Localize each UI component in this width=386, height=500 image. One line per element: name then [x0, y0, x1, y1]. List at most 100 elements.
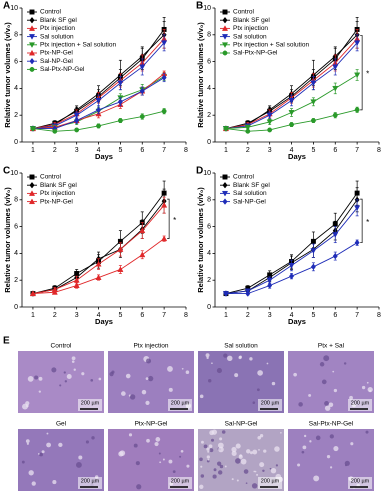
- marker: [354, 239, 360, 246]
- marker: [161, 201, 168, 208]
- marker: [28, 198, 36, 205]
- texture-spot: [90, 379, 94, 382]
- texture-spot: [200, 465, 203, 468]
- texture-spot: [257, 435, 262, 440]
- texture-spot: [71, 356, 76, 361]
- x-tick-label: 4: [97, 312, 101, 319]
- legend-entry: Sal-Ptx-NP-Gel: [220, 50, 278, 57]
- texture-spot: [238, 356, 242, 360]
- marker: [288, 98, 295, 104]
- texture-spot: [258, 449, 260, 451]
- texture-spot: [271, 381, 276, 386]
- legend-label: Ptx injection + Sal solution: [233, 42, 309, 49]
- y-tick-label: 0: [14, 304, 18, 311]
- legend-entry: Sal solution: [27, 33, 74, 40]
- texture-spot: [201, 440, 204, 444]
- marker: [51, 289, 58, 295]
- scale-bar-bg: [348, 399, 372, 411]
- texture-spot: [219, 437, 223, 441]
- texture-spot: [367, 386, 373, 393]
- legend-entry: Control: [220, 9, 255, 16]
- legend-entry: Ptx-NP-Gel: [27, 50, 73, 57]
- histology-image: 200 µm: [198, 429, 284, 491]
- histology-image: 200 µm: [108, 429, 194, 491]
- texture-spot: [219, 464, 224, 469]
- texture-spot: [199, 394, 204, 399]
- scale-bar-bg: [168, 477, 192, 489]
- x-tick-label: 7: [355, 312, 359, 319]
- texture-spot: [324, 401, 329, 406]
- texture-spot: [58, 442, 63, 448]
- texture-spot: [243, 469, 249, 474]
- texture-spot: [213, 468, 217, 472]
- texture-spot: [154, 441, 159, 447]
- marker: [354, 40, 361, 47]
- legend-entry: Control: [220, 174, 255, 181]
- texture-spot: [280, 431, 282, 434]
- texture-spot: [297, 463, 301, 467]
- marker: [161, 40, 168, 47]
- x-tick-label: 3: [75, 147, 79, 154]
- legend-label: Sal-Ptx-NP-Gel: [233, 50, 278, 57]
- x-tick-label: 1: [31, 147, 35, 154]
- y-tick-label: 0: [14, 139, 18, 146]
- marker: [288, 110, 295, 116]
- texture-spot: [333, 388, 338, 393]
- significance-bracket: [360, 198, 363, 244]
- x-axis-label: Days: [95, 317, 113, 326]
- marker: [117, 98, 123, 106]
- x-tick-label: 6: [333, 147, 337, 154]
- panel-label: D: [196, 166, 203, 177]
- marker: [117, 118, 123, 124]
- legend-entry: Ptx injection: [27, 190, 75, 197]
- texture-spot: [21, 460, 25, 464]
- legend-label: Blank SF gel: [233, 17, 270, 24]
- y-tick-label: 2: [207, 277, 211, 284]
- texture-spot: [38, 390, 41, 393]
- texture-spot: [208, 444, 213, 449]
- texture-spot: [266, 362, 269, 365]
- x-tick-label: 1: [31, 312, 35, 319]
- marker: [96, 106, 102, 114]
- texture-spot: [172, 470, 176, 474]
- texture-spot: [135, 461, 140, 466]
- texture-spot: [129, 394, 136, 400]
- legend-label: Sal-NP-Gel: [40, 58, 73, 65]
- texture-spot: [246, 449, 251, 454]
- histology-image: 200 µm: [18, 351, 104, 413]
- y-tick-label: 10: [10, 170, 18, 177]
- histology-image: 200 µm: [18, 429, 104, 491]
- texture-spot: [203, 444, 208, 449]
- texture-spot: [145, 377, 149, 380]
- texture-spot: [209, 448, 214, 453]
- texture-spot: [217, 442, 224, 449]
- y-tick-label: 8: [207, 32, 211, 39]
- texture-spot: [216, 461, 222, 466]
- marker: [332, 85, 339, 92]
- texture-spot: [223, 353, 228, 358]
- legend-label: Sal solution: [233, 190, 267, 197]
- texture-spot: [259, 462, 265, 468]
- x-tick-label: 6: [140, 312, 144, 319]
- legend-entry: Sal-NP-Gel: [220, 198, 266, 205]
- texture-spot: [303, 434, 307, 438]
- image-title: Sal-NP-Gel: [225, 421, 258, 428]
- texture-spot: [235, 443, 241, 449]
- texture-spot: [333, 445, 339, 452]
- legend-entry: Sal-NP-Gel: [27, 58, 73, 65]
- marker: [139, 87, 145, 95]
- marker: [289, 122, 294, 128]
- x-tick-label: 3: [268, 147, 272, 154]
- legend-label: Ptx injection + Sal solution: [40, 42, 116, 49]
- legend-entry: Blank SF gel: [220, 182, 270, 189]
- scale-bar-bg: [258, 477, 282, 489]
- legend-label: Control: [40, 174, 62, 181]
- texture-spot: [257, 370, 263, 376]
- marker: [221, 25, 229, 31]
- marker: [310, 80, 317, 87]
- texture-spot: [71, 360, 75, 363]
- x-tick-label: 1: [224, 147, 228, 154]
- texture-spot: [63, 371, 66, 374]
- image-title: Ptx + Sal: [318, 343, 345, 350]
